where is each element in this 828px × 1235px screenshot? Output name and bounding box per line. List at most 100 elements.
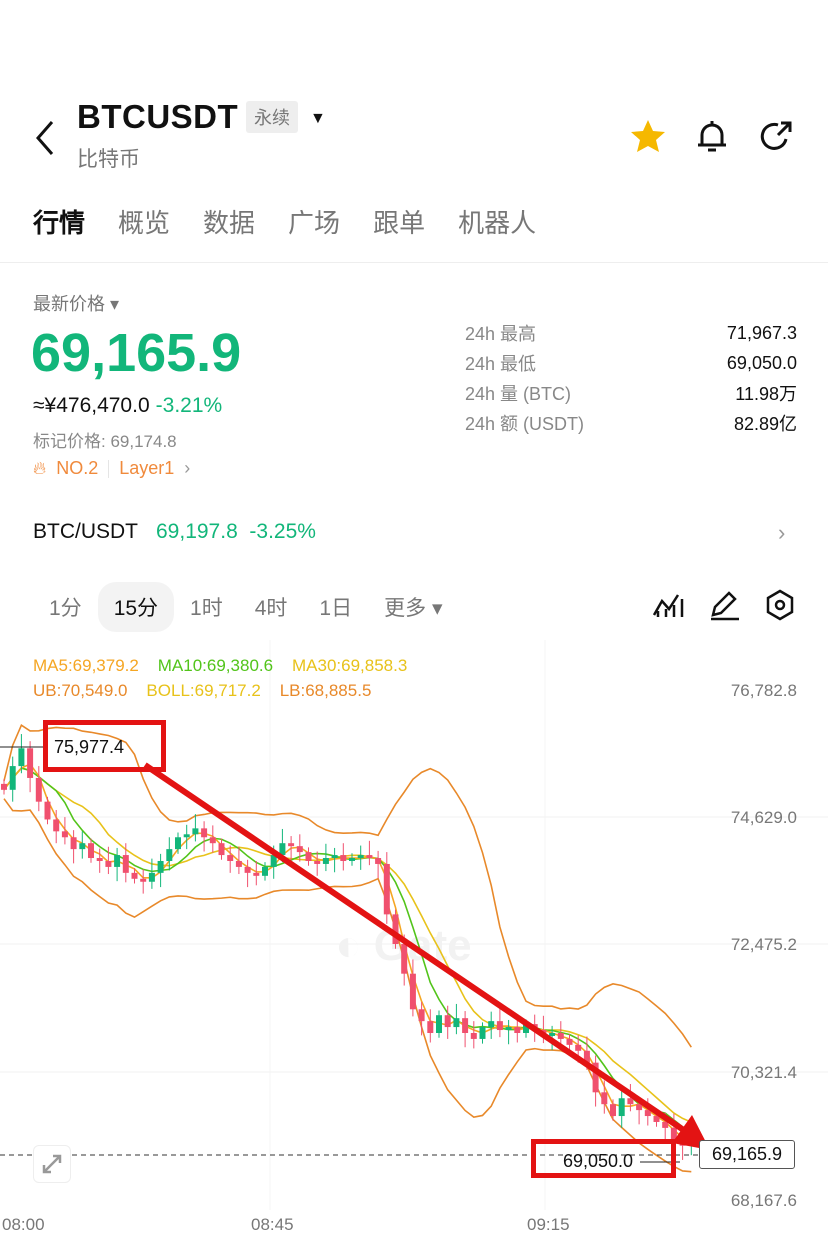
candle-body: [505, 1027, 512, 1031]
main-tabs: 行情 概览 数据 广场 跟单 机器人: [33, 203, 536, 240]
candle-body: [662, 1121, 669, 1128]
candle-body: [235, 860, 242, 867]
back-icon: [36, 121, 54, 155]
candle-body: [575, 1044, 582, 1051]
back-button[interactable]: [32, 118, 62, 158]
star-icon[interactable]: [628, 117, 668, 157]
cny-price: ≈¥476,470.0 -3.21%: [33, 394, 223, 417]
candle-body: [444, 1015, 451, 1028]
candle-body: [166, 849, 173, 861]
tab-bot[interactable]: 机器人: [458, 208, 537, 238]
candle-body: [392, 914, 399, 945]
tab-square[interactable]: 广场: [288, 208, 341, 238]
annotation-arrow-line: [143, 762, 690, 1136]
expand-icon: [42, 1154, 62, 1174]
candle-body: [523, 1024, 529, 1033]
annotation-box-low: [531, 1139, 676, 1178]
candle-body: [340, 855, 347, 861]
tf-1h[interactable]: 1时: [190, 597, 223, 620]
share-icon[interactable]: [756, 117, 796, 157]
candle-body: [453, 1018, 460, 1028]
candle-body: [157, 860, 164, 873]
candle-body: [18, 748, 25, 767]
candle-body: [262, 866, 268, 876]
x-tick: 09:15: [527, 1215, 570, 1234]
candle-body: [244, 866, 251, 873]
tf-4h[interactable]: 4时: [254, 597, 288, 620]
boll-lower-line: [3, 798, 692, 1173]
candle-body: [383, 863, 390, 915]
annotation-box-high: [43, 720, 166, 772]
low-price-label: 69,050.0: [563, 1151, 634, 1171]
candle-body: [566, 1038, 573, 1045]
candle-body: [96, 858, 103, 861]
candle-body: [653, 1116, 660, 1122]
settings-hexagon-icon[interactable]: [762, 587, 802, 627]
candle-body: [296, 846, 303, 853]
candle-body: [496, 1021, 503, 1031]
chevron-right-icon[interactable]: ›: [778, 520, 786, 545]
change-percent: -3.21%: [155, 394, 223, 417]
tf-15m[interactable]: 15分: [97, 582, 175, 632]
candle-body: [549, 1032, 556, 1036]
candle-body: [9, 766, 16, 790]
last-price: 69,165.9: [31, 323, 242, 383]
tab-market[interactable]: 行情: [33, 208, 86, 238]
candle-body: [183, 834, 190, 838]
tab-data[interactable]: 数据: [203, 208, 256, 238]
symbol-subtitle: 比特币: [77, 148, 140, 171]
chevron-down-icon[interactable]: ▼: [310, 110, 326, 127]
tab-overview[interactable]: 概览: [118, 208, 171, 238]
divider: [0, 262, 828, 263]
candle-body: [131, 872, 138, 879]
tf-1m[interactable]: 1分: [49, 597, 82, 620]
candle-body: [331, 855, 338, 859]
candle-body: [201, 828, 208, 838]
candle-body: [1, 783, 7, 790]
spot-change: -3.25%: [249, 520, 316, 543]
sector-tag: Layer1: [119, 458, 175, 478]
perpetual-tag: 永续: [246, 101, 298, 133]
boll-upper-line: [3, 723, 692, 1048]
candle-body: [114, 855, 121, 867]
candle-body: [53, 819, 60, 832]
candle-body: [227, 855, 234, 861]
spot-pair: BTC/USDT: [33, 520, 138, 543]
candle-body: [618, 1098, 625, 1117]
bell-icon[interactable]: [692, 117, 732, 157]
chevron-right-icon: ›: [184, 458, 191, 478]
y-tick: 68,167.6: [730, 1191, 797, 1210]
tab-copy-trade[interactable]: 跟单: [373, 208, 426, 238]
y-tick: 72,475.2: [730, 935, 797, 954]
draw-pencil-icon[interactable]: [707, 587, 747, 627]
x-tick: 08:00: [2, 1215, 45, 1234]
y-tick: 70,321.4: [730, 1063, 797, 1082]
candle-body: [436, 1015, 442, 1033]
latest-price-selector[interactable]: 最新价格 ▾: [33, 294, 120, 314]
candle-body: [322, 858, 329, 864]
ma-legend: MA5:69,379.2 MA10:69,380.6 MA30:69,858.3: [33, 656, 408, 675]
boll-legend: UB:70,549.0 BOLL:69,717.2 LB:68,885.5: [33, 681, 372, 700]
candle-body: [122, 855, 129, 873]
expand-button[interactable]: [33, 1145, 71, 1183]
candle-body: [366, 855, 373, 859]
x-tick: 08:45: [251, 1215, 294, 1234]
y-tick: 76,782.8: [730, 681, 797, 700]
symbol-title[interactable]: BTCUSDT: [77, 98, 239, 135]
candle-body: [601, 1092, 608, 1105]
candle-body: [583, 1050, 590, 1063]
candle-body: [305, 852, 312, 861]
spot-pair-row[interactable]: BTC/USDT 69,197.8 -3.25%: [33, 520, 316, 544]
candle-body: [44, 801, 51, 820]
candle-body: [644, 1110, 651, 1117]
tf-more[interactable]: 更多 ▾: [384, 597, 443, 620]
tf-1d[interactable]: 1日: [319, 597, 353, 620]
candle-body: [279, 843, 286, 856]
candle-body: [479, 1027, 486, 1039]
candle-body: [88, 843, 94, 859]
indicator-icon[interactable]: [650, 587, 690, 627]
fire-icon: 🔥︎: [33, 458, 47, 478]
rank-row[interactable]: 🔥︎ NO.2 Layer1 ›: [33, 458, 190, 479]
y-tick: 74,629.0: [730, 808, 797, 827]
